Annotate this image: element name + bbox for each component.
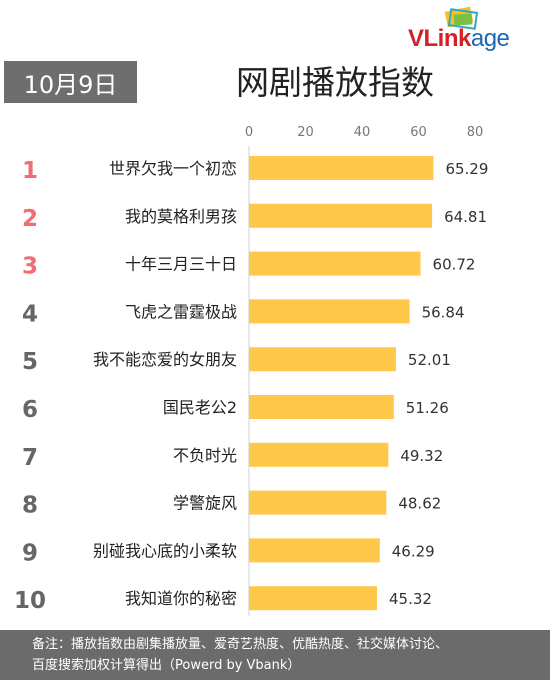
rank-number: 3 [22,254,38,280]
x-tick-label: 60 [410,125,427,140]
logo-text-age: age [470,25,510,52]
value-label: 48.62 [398,495,441,513]
x-tick-label: 0 [245,125,253,140]
rank-number: 2 [22,206,38,232]
value-label: 46.29 [392,542,435,560]
category-label: 十年三月三十日 [125,255,237,274]
value-label: 45.32 [389,590,432,608]
category-label: 我不能恋爱的女朋友 [93,350,237,369]
value-label: 60.72 [433,256,476,274]
bar [249,251,421,276]
footer-note-line1: 备注：播放指数由剧集播放量、爱奇艺热度、优酷热度、社交媒体讨论、 [32,637,449,652]
bar [249,299,410,324]
footer-note-line2: 百度搜索加权计算得出（Powerd by Vbank） [32,658,301,673]
category-label: 别碰我心底的小柔软 [93,541,237,560]
logo-text-vlink: VLink [408,25,471,52]
vlinkage-logo: VLinkage [408,5,546,57]
x-tick-label: 20 [297,125,314,140]
x-tick-label: 40 [354,125,371,140]
value-label: 65.29 [445,160,488,178]
value-label: 52.01 [408,351,451,369]
bar [249,442,389,467]
date-badge: 10月9日 [4,61,137,103]
value-label: 51.26 [406,399,449,417]
category-label: 学警旋风 [173,494,237,513]
bar [249,203,433,228]
bar [249,586,378,611]
bar [249,347,396,372]
logo-text: VLinkage [408,25,510,53]
category-label: 不负时光 [173,446,237,465]
x-tick-label: 80 [467,125,484,140]
category-label: 我知道你的秘密 [125,589,237,608]
bar [249,490,387,515]
rank-number: 5 [22,349,38,375]
value-label: 64.81 [444,208,487,226]
bar [249,538,380,563]
rank-number: 7 [22,445,38,471]
rank-number: 4 [22,301,38,327]
category-label: 飞虎之雷霆极战 [125,302,237,321]
bar [249,156,434,180]
category-label: 我的莫格利男孩 [125,207,237,226]
rank-number: 9 [22,540,38,566]
chart-title: 网剧播放指数 [236,63,434,102]
bar [249,395,394,419]
footer-note: 备注：播放指数由剧集播放量、爱奇艺热度、优酷热度、社交媒体讨论、 百度搜索加权计… [0,630,550,680]
rank-number: 8 [22,493,38,519]
logo-icon [444,6,479,30]
rank-number: 1 [22,158,38,184]
rank-number: 6 [22,397,38,423]
category-label: 国民老公2 [163,398,237,417]
value-label: 49.32 [400,447,443,465]
bar-chart: 0 20 40 60 80 1 世界欠我一个初恋 65.29 2 我的莫格利男孩 64.81 3 十年三… [14,125,488,616]
rank-number: 10 [14,588,46,614]
category-label: 世界欠我一个初恋 [109,159,237,178]
value-label: 56.84 [422,303,465,321]
